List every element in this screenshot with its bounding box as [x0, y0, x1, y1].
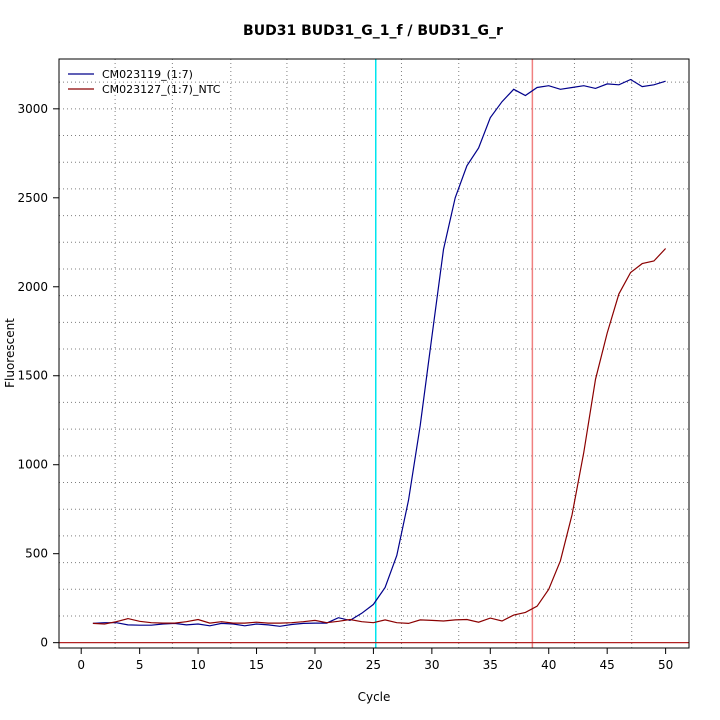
x-tick-label: 25	[366, 658, 381, 672]
x-axis-label: Cycle	[358, 690, 391, 704]
x-tick-label: 35	[483, 658, 498, 672]
series-lines	[92, 78, 667, 627]
x-tick-label: 10	[190, 658, 205, 672]
y-axis: 0 500 1000 1500 2000 2500 3000	[17, 102, 59, 650]
grid	[59, 59, 689, 648]
x-axis: 0 5 10 15 20 25 30 35 40 45 50	[77, 648, 673, 672]
x-tick-label: 0	[77, 658, 85, 672]
y-tick-label: 0	[40, 636, 48, 650]
x-tick-label: 50	[658, 658, 673, 672]
x-tick-label: 30	[424, 658, 439, 672]
x-tick-label: 15	[249, 658, 264, 672]
y-tick-label: 500	[25, 547, 48, 561]
series-line-2	[92, 248, 667, 625]
legend-label-2: CM023127_(1:7)_NTC	[102, 83, 221, 96]
legend-label-1: CM023119_(1:7)	[102, 68, 193, 81]
y-tick-label: 3000	[17, 102, 48, 116]
y-tick-label: 2000	[17, 280, 48, 294]
y-tick-label: 1500	[17, 369, 48, 383]
x-tick-label: 45	[600, 658, 615, 672]
x-tick-label: 40	[541, 658, 556, 672]
legend: CM023119_(1:7) CM023127_(1:7)_NTC	[68, 68, 221, 96]
x-tick-label: 5	[136, 658, 144, 672]
plot-frame	[58, 58, 690, 649]
series-line-1	[92, 78, 666, 627]
cycle-markers	[59, 59, 689, 648]
y-tick-label: 2500	[17, 191, 48, 205]
x-tick-label: 20	[307, 658, 322, 672]
y-axis-label: Fluorescent	[3, 318, 17, 388]
chart-title: BUD31 BUD31_G_1_f / BUD31_G_r	[243, 23, 503, 39]
y-tick-label: 1000	[17, 458, 48, 472]
